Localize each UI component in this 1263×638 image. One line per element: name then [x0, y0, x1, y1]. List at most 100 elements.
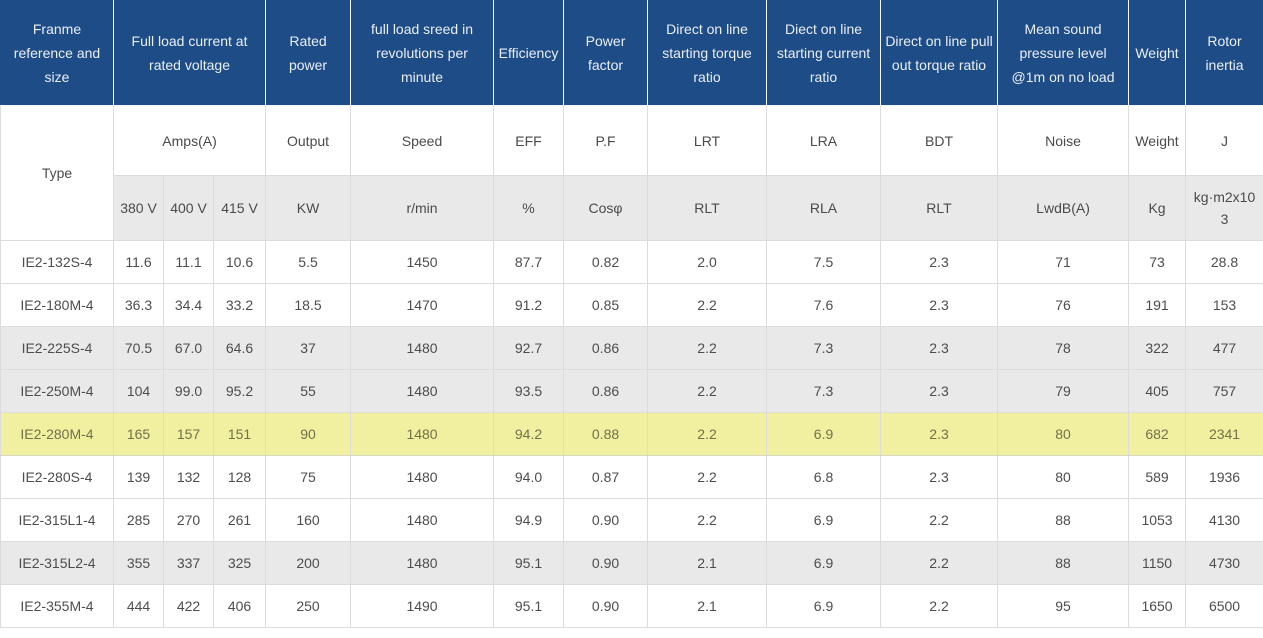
data-cell: 165 [113, 412, 164, 456]
col-header-power-factor: Power factor [563, 0, 649, 106]
data-cell: 2.2 [647, 369, 768, 413]
table-row[interactable]: IE2-250M-4 104 99.0 95.2 55 1480 93.5 0.86 2.2 7.… [0, 369, 1263, 413]
data-cell: 6.8 [766, 455, 882, 499]
data-cell: 6.9 [766, 498, 882, 542]
col-header-efficiency: Efficiency [493, 0, 565, 106]
data-cell: 4130 [1185, 498, 1263, 542]
data-cell: 2.2 [880, 584, 999, 628]
data-cell: 1480 [350, 412, 495, 456]
table-row[interactable]: IE2-280S-4 139 132 128 75 1480 94.0 0.87 2.2 6.8 2… [0, 455, 1263, 499]
unit-rlt-bdt: RLT [880, 175, 999, 241]
data-cell: 2.2 [880, 541, 999, 585]
data-cell: 0.90 [563, 498, 649, 542]
data-cell: 95.1 [493, 541, 565, 585]
data-cell: 153 [1185, 283, 1263, 327]
data-cell: 55 [265, 369, 352, 413]
data-cell: 2.2 [880, 498, 999, 542]
unit-rmin: r/min [350, 175, 495, 241]
data-cell: 1480 [350, 326, 495, 370]
data-cell: 0.85 [563, 283, 649, 327]
subheader-type: Type [0, 105, 114, 241]
table-row[interactable]: IE2-280M-4 165 157 151 90 1480 94.2 0.88 2.2 6.9 2… [0, 412, 1263, 456]
data-cell: 95.2 [212, 369, 267, 413]
col-header-rotor-inertia: Rotor inertia [1185, 0, 1263, 106]
data-cell: 2.3 [880, 283, 999, 327]
row-type-cell: IE2-225S-4 [0, 326, 114, 370]
data-cell: 477 [1185, 326, 1263, 370]
data-cell: 1480 [350, 498, 495, 542]
row-type-cell: IE2-180M-4 [0, 283, 114, 327]
data-cell: 422 [163, 584, 214, 628]
data-cell: 1450 [350, 240, 495, 284]
data-cell: 0.90 [563, 541, 649, 585]
row-type-cell: IE2-355M-4 [0, 584, 114, 628]
data-cell: 91.2 [493, 283, 565, 327]
data-cell: 93.5 [493, 369, 565, 413]
unit-percent: % [493, 175, 565, 241]
data-cell: 2.3 [880, 412, 999, 456]
col-header-frame-size: Franme reference and size [0, 0, 114, 106]
header-row-1: Franme reference and size Full load curr… [0, 0, 1263, 106]
subheader-eff: EFF [493, 105, 565, 176]
data-cell: 7.5 [766, 240, 882, 284]
subheader-bdt: BDT [880, 105, 999, 176]
data-cell: 0.86 [563, 369, 649, 413]
data-cell: 37 [265, 326, 352, 370]
data-cell: 70.5 [113, 326, 164, 370]
unit-kgm2: kg·m2x103 [1185, 175, 1263, 241]
data-cell: 78 [997, 326, 1130, 370]
data-cell: 94.9 [493, 498, 565, 542]
data-cell: 2.2 [647, 498, 768, 542]
data-cell: 33.2 [212, 283, 267, 327]
data-cell: 682 [1128, 412, 1187, 456]
data-cell: 355 [113, 541, 164, 585]
subheader-pf: P.F [563, 105, 649, 176]
table-row[interactable]: IE2-315L2-4 355 337 325 200 1480 95.1 0.90 2.1 6.… [0, 541, 1263, 585]
data-cell: 79 [997, 369, 1130, 413]
data-cell: 6.9 [766, 412, 882, 456]
table-row[interactable]: IE2-315L1-4 285 270 261 160 1480 94.9 0.90 2.2 6.… [0, 498, 1263, 542]
row-type-cell: IE2-250M-4 [0, 369, 114, 413]
col-header-full-load-current: Full load current at rated voltage [112, 0, 267, 106]
data-cell: 67.0 [163, 326, 214, 370]
row-type-cell: IE2-280S-4 [0, 455, 114, 499]
data-cell: 1490 [350, 584, 495, 628]
unit-rla: RLA [766, 175, 882, 241]
data-cell: 1480 [350, 455, 495, 499]
data-cell: 95 [997, 584, 1130, 628]
data-cell: 0.90 [563, 584, 649, 628]
data-cell: 94.2 [493, 412, 565, 456]
subheader-j: J [1185, 105, 1263, 176]
data-cell: 0.87 [563, 455, 649, 499]
data-cell: 99.0 [163, 369, 214, 413]
header-row-2: Type Amps(A) Output Speed EFF P.F LRT LR… [0, 105, 1263, 241]
data-cell: 6.9 [766, 584, 882, 628]
data-cell: 589 [1128, 455, 1187, 499]
data-cell: 80 [997, 412, 1130, 456]
data-cell: 2.1 [647, 584, 768, 628]
data-cell: 94.0 [493, 455, 565, 499]
data-cell: 4730 [1185, 541, 1263, 585]
data-cell: 2.3 [880, 455, 999, 499]
data-cell: 80 [997, 455, 1130, 499]
data-cell: 157 [163, 412, 214, 456]
table-row[interactable]: IE2-180M-4 36.3 34.4 33.2 18.5 1470 91.2 0.85 2.… [0, 283, 1263, 327]
table-row[interactable]: IE2-355M-4 444 422 406 250 1490 95.1 0.90 2.1 6.9… [0, 584, 1263, 628]
header-row-3: 380 V 400 V 415 V KW r/min % Cosφ RLT RL… [1, 175, 1263, 241]
subheader-noise: Noise [997, 105, 1130, 176]
data-cell: 1480 [350, 369, 495, 413]
data-cell: 2.3 [880, 240, 999, 284]
unit-rlt-torque: RLT [647, 175, 768, 241]
unit-415v: 415 V [212, 175, 267, 241]
subheader-speed: Speed [350, 105, 495, 176]
col-header-sound-pressure: Mean sound pressure level @1m on no load [997, 0, 1130, 106]
data-cell: 88 [997, 498, 1130, 542]
data-cell: 322 [1128, 326, 1187, 370]
col-header-starting-torque: Direct on line starting torque ratio [647, 0, 768, 106]
data-cell: 406 [212, 584, 267, 628]
row-type-cell: IE2-315L1-4 [0, 498, 114, 542]
table-row[interactable]: IE2-132S-4 11.6 11.1 10.6 5.5 1450 87.7 0.82 2.0… [0, 240, 1263, 284]
data-cell: 270 [163, 498, 214, 542]
table-row[interactable]: IE2-225S-4 70.5 67.0 64.6 37 1480 92.7 0.86 2.2 7… [0, 326, 1263, 370]
data-cell: 444 [113, 584, 164, 628]
